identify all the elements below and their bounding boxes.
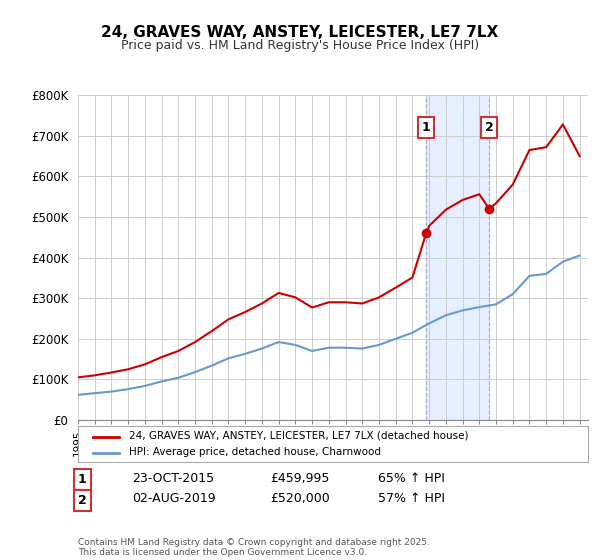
Text: 1: 1 [421, 121, 430, 134]
Text: 65% ↑ HPI: 65% ↑ HPI [378, 472, 445, 484]
Text: 2: 2 [78, 494, 87, 507]
Text: 1: 1 [78, 473, 87, 486]
Text: £520,000: £520,000 [270, 492, 330, 505]
Text: 02-AUG-2019: 02-AUG-2019 [132, 492, 215, 505]
Text: £459,995: £459,995 [270, 472, 329, 484]
Text: 24, GRAVES WAY, ANSTEY, LEICESTER, LE7 7LX (detached house): 24, GRAVES WAY, ANSTEY, LEICESTER, LE7 7… [129, 431, 469, 441]
Text: Price paid vs. HM Land Registry's House Price Index (HPI): Price paid vs. HM Land Registry's House … [121, 39, 479, 52]
Text: Contains HM Land Registry data © Crown copyright and database right 2025.
This d: Contains HM Land Registry data © Crown c… [78, 538, 430, 557]
Text: 23-OCT-2015: 23-OCT-2015 [132, 472, 214, 484]
Text: 57% ↑ HPI: 57% ↑ HPI [378, 492, 445, 505]
Bar [426, 95, 490, 420]
Text: 2: 2 [485, 121, 494, 134]
Text: 24, GRAVES WAY, ANSTEY, LEICESTER, LE7 7LX: 24, GRAVES WAY, ANSTEY, LEICESTER, LE7 7… [101, 25, 499, 40]
Text: HPI: Average price, detached house, Charnwood: HPI: Average price, detached house, Char… [129, 447, 381, 457]
